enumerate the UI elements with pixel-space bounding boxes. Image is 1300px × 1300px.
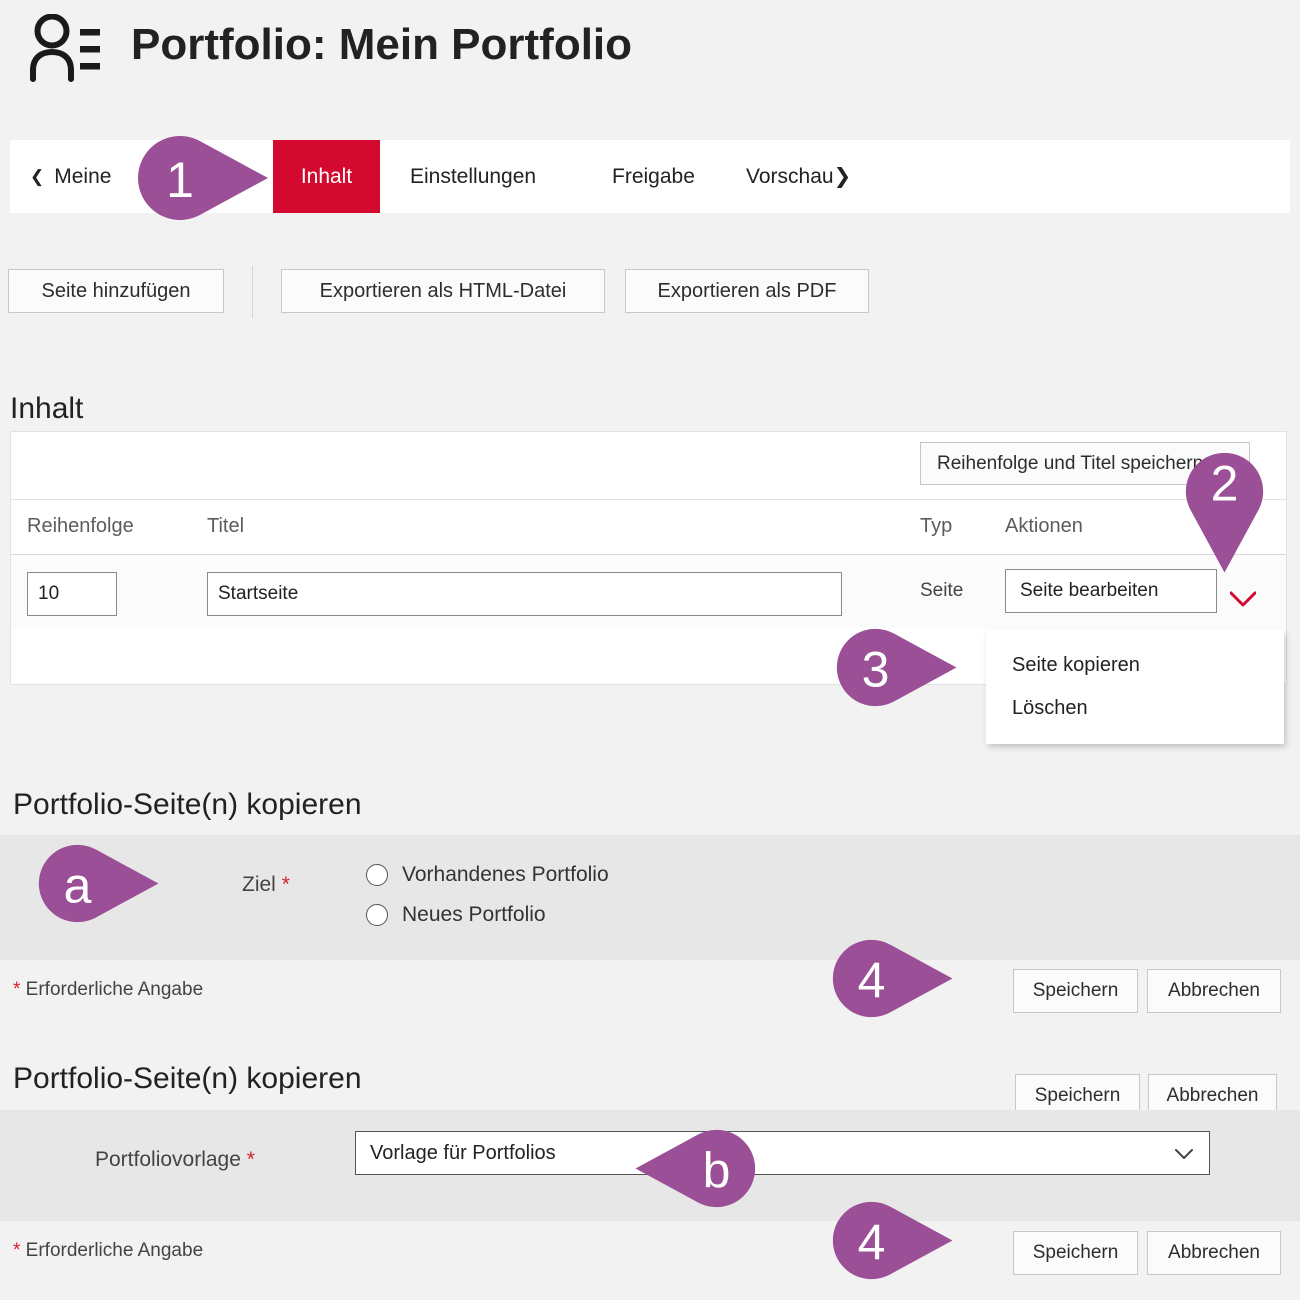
svg-text:3: 3 — [862, 642, 890, 698]
svg-text:1: 1 — [166, 152, 194, 208]
svg-text:2: 2 — [1211, 456, 1239, 512]
svg-text:4: 4 — [858, 1215, 886, 1271]
svg-text:b: b — [703, 1143, 731, 1199]
svg-text:4: 4 — [858, 953, 886, 1009]
svg-text:a: a — [64, 858, 92, 914]
